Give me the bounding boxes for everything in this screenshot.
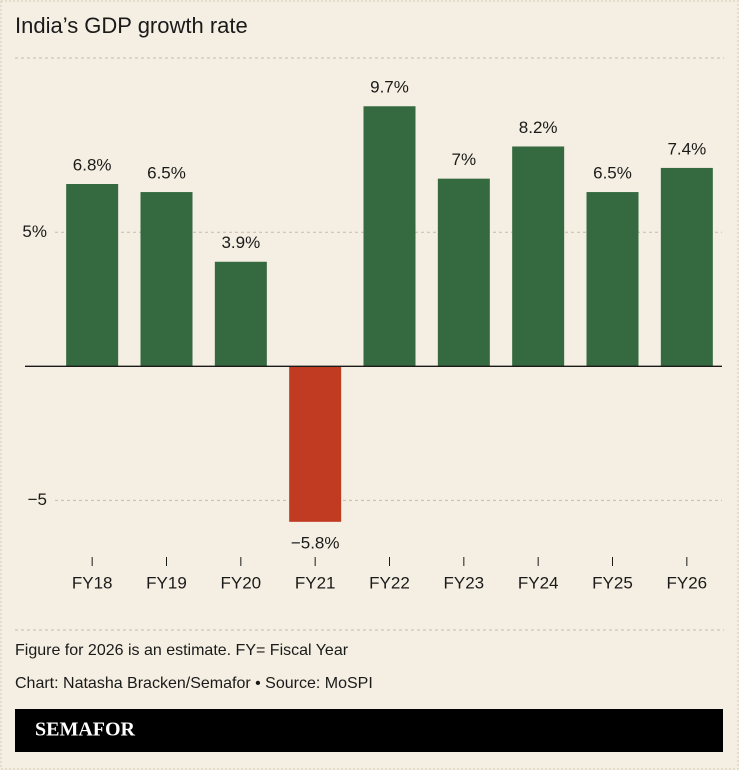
y-tick-label: 5%	[22, 222, 47, 241]
brand-bar	[15, 709, 723, 752]
data-label: 6.5%	[593, 164, 632, 183]
data-label: 8.2%	[519, 118, 558, 137]
x-tick-label: FY25	[592, 573, 633, 592]
bar	[660, 167, 713, 367]
x-tick-label: FY21	[295, 573, 336, 592]
data-label: 7%	[452, 150, 477, 169]
x-tick-label: FY20	[221, 573, 262, 592]
bar	[363, 106, 416, 367]
y-tick-label: −5	[28, 490, 47, 509]
bar	[289, 366, 342, 522]
data-label: 9.7%	[370, 78, 409, 97]
x-tick-label: FY26	[667, 573, 708, 592]
x-tick-label: FY24	[518, 573, 559, 592]
bar	[586, 192, 639, 367]
note: Figure for 2026 is an estimate. FY= Fisc…	[15, 642, 349, 659]
bar	[66, 184, 119, 367]
x-tick-label: FY18	[72, 573, 113, 592]
brand: SEMAFOR	[35, 719, 136, 741]
bar	[512, 146, 565, 367]
bar	[140, 192, 193, 367]
bar	[437, 178, 490, 367]
data-label: −5.8%	[291, 533, 340, 552]
chart-title: India’s GDP growth rate	[15, 13, 248, 38]
x-tick-label: FY22	[369, 573, 410, 592]
source: Chart: Natasha Bracken/Semafor • Source:…	[15, 675, 373, 692]
data-label: 6.5%	[147, 164, 186, 183]
data-label: 7.4%	[667, 139, 706, 158]
data-label: 3.9%	[221, 233, 260, 252]
x-tick-label: FY19	[146, 573, 187, 592]
x-tick-label: FY23	[444, 573, 485, 592]
bar	[214, 261, 267, 367]
data-label: 6.8%	[73, 155, 112, 174]
